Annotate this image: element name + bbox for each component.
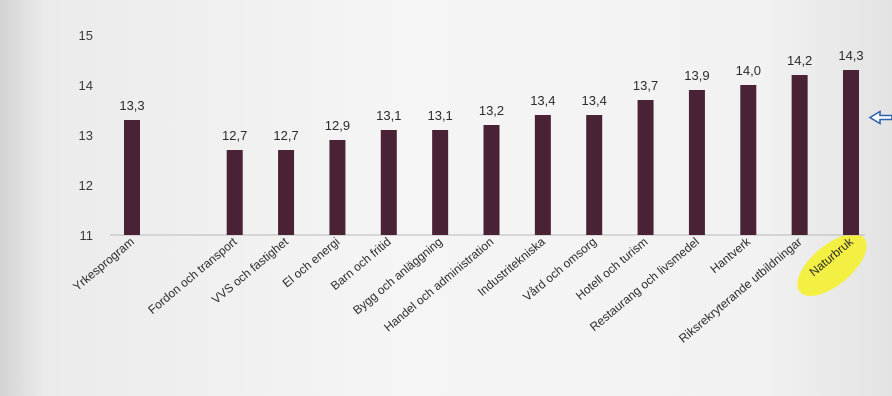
data-label: 13,4 — [582, 93, 607, 108]
data-label: 13,7 — [633, 78, 658, 93]
y-tick-label: 12 — [79, 178, 93, 193]
y-tick-label: 14 — [79, 78, 93, 93]
bar — [586, 115, 603, 235]
data-label: 13,4 — [530, 93, 555, 108]
y-tick-label: 11 — [80, 228, 94, 243]
data-label: 12,9 — [325, 118, 350, 133]
bar — [791, 75, 808, 235]
bar — [278, 150, 295, 235]
data-label: 13,9 — [684, 68, 709, 83]
category-label: Yrkesprogram — [70, 235, 137, 294]
data-label: 14,0 — [736, 63, 761, 78]
bar — [432, 130, 449, 235]
data-label: 13,1 — [427, 108, 452, 123]
data-label: 13,3 — [119, 98, 144, 113]
bar — [483, 125, 500, 235]
data-label: 13,2 — [479, 103, 504, 118]
bar — [329, 140, 346, 235]
data-label: 13,1 — [376, 108, 401, 123]
bar — [226, 150, 243, 235]
data-label: 14,3 — [838, 48, 863, 63]
bar — [637, 100, 654, 235]
category-label: Bygg och anläggning — [350, 235, 445, 318]
bar — [124, 120, 140, 235]
bar — [688, 90, 705, 235]
bar — [380, 130, 397, 235]
category-label: Fordon och transport — [145, 234, 240, 317]
bar — [534, 115, 551, 235]
highlight-marker — [797, 233, 867, 297]
bar — [843, 70, 859, 235]
data-label: 12,7 — [273, 128, 298, 143]
y-tick-label: 13 — [79, 128, 93, 143]
category-label: Hantverk — [707, 234, 754, 276]
data-label: 12,7 — [222, 128, 247, 143]
bar — [740, 85, 757, 235]
data-label: 14,2 — [787, 53, 812, 68]
reference-arrow-icon — [868, 110, 892, 125]
y-tick-label: 15 — [79, 28, 93, 43]
